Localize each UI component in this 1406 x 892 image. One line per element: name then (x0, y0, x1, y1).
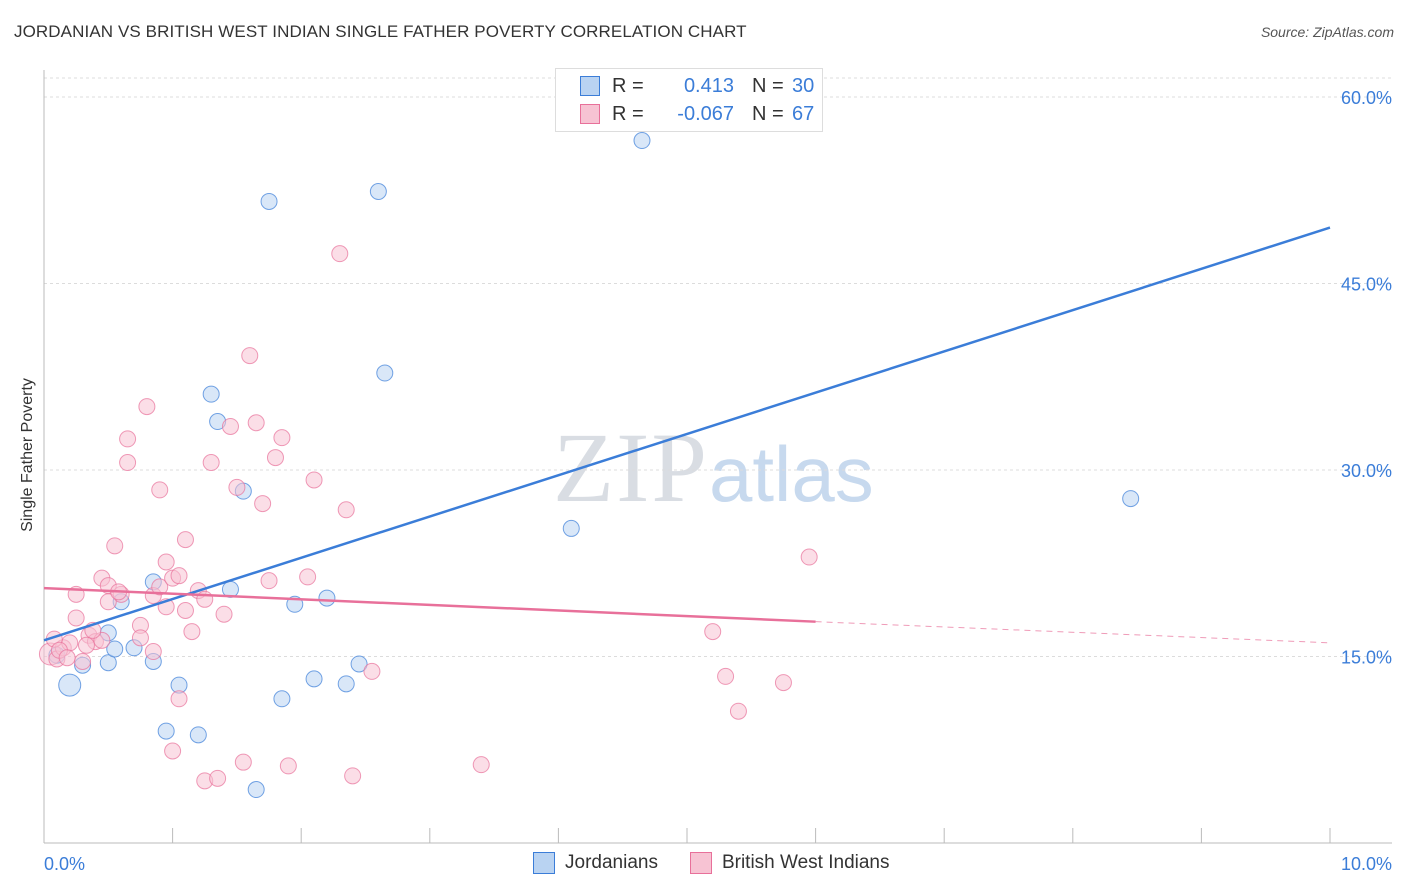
y-axis-label: Single Father Poverty (19, 378, 36, 532)
data-point-bwi (170, 567, 188, 585)
x-tick-label: 0.0% (44, 854, 85, 874)
legend-n-label: N = (752, 74, 784, 97)
data-point-bwi (170, 690, 188, 708)
chart-title: JORDANIAN VS BRITISH WEST INDIAN SINGLE … (14, 22, 747, 41)
y-tick-label: 60.0% (1341, 88, 1392, 108)
y-tick-label: 30.0% (1341, 461, 1392, 481)
data-point-bwi (704, 623, 722, 641)
data-point-bwi (164, 742, 182, 760)
data-point-jordanian (99, 654, 117, 672)
data-point-bwi (106, 537, 124, 555)
data-point-bwi (344, 767, 362, 785)
data-point-bwi (202, 454, 220, 472)
data-point-bwi (176, 601, 194, 619)
y-tick-label: 15.0% (1341, 648, 1392, 668)
data-point-jordanian (157, 722, 175, 740)
data-point-bwi (228, 478, 246, 496)
legend-n-value: 30 (792, 74, 815, 97)
legend-r-label: R = (612, 74, 644, 97)
y-tick-label: 45.0% (1341, 275, 1392, 295)
data-point-bwi (729, 702, 747, 720)
trendline-bwi-extension (815, 621, 1331, 644)
source-label[interactable]: Source: ZipAtlas.com (1260, 24, 1394, 40)
data-point-bwi (717, 667, 735, 685)
legend-item-bwi[interactable]: British West Indians (689, 852, 890, 874)
data-point-bwi (183, 623, 201, 641)
data-point-jordanian (1122, 490, 1140, 508)
data-point-jordanian (260, 192, 278, 210)
data-point-jordanian (369, 182, 387, 200)
data-point-jordanian (376, 364, 394, 382)
stats-legend: R = 0.413 N = 30 R = -0.067 N = 67 (555, 68, 823, 132)
data-point-bwi (151, 481, 169, 499)
data-point-jordanian (58, 673, 82, 697)
data-point-bwi (331, 245, 349, 263)
x-tick-label: 10.0% (1341, 854, 1392, 874)
data-point-bwi (209, 769, 227, 787)
data-point-jordanian (273, 690, 291, 708)
data-point-bwi (77, 636, 95, 654)
data-point-bwi (119, 430, 137, 448)
data-point-jordanian (305, 670, 323, 688)
trendline-jordanians (43, 226, 1331, 642)
data-point-bwi (305, 471, 323, 489)
data-point-bwi (215, 605, 233, 623)
trendline-bwi (43, 586, 816, 623)
data-point-bwi (74, 652, 92, 670)
legend-swatch-bwi (689, 852, 712, 874)
data-point-bwi (254, 495, 272, 513)
data-point-bwi (266, 449, 284, 467)
legend-row-jordanians: R = 0.413 N = 30 (580, 72, 814, 100)
data-point-jordanian (202, 385, 220, 403)
data-point-jordanian (106, 640, 124, 658)
legend-item-jordanians[interactable]: Jordanians (533, 852, 658, 874)
data-point-bwi (221, 417, 239, 435)
data-point-bwi (247, 414, 265, 432)
data-point-jordanian (189, 726, 207, 744)
legend-swatch-jordanians (533, 852, 555, 874)
legend-r-label: R = (612, 102, 644, 125)
legend-label-jordanians: Jordanians (565, 852, 658, 873)
legend-n-label: N = (752, 102, 784, 125)
watermark-atlas: atlas (709, 430, 874, 518)
data-point-bwi (241, 347, 259, 365)
data-point-bwi (299, 568, 317, 586)
data-point-jordanian (562, 519, 580, 537)
data-point-bwi (472, 756, 490, 774)
data-point-bwi (260, 572, 278, 590)
data-point-jordanian (633, 132, 651, 150)
data-point-bwi (67, 609, 85, 627)
data-point-bwi (144, 643, 162, 661)
legend-row-bwi: R = -0.067 N = 67 (580, 100, 814, 128)
series-legend: Jordanians British West Indians (533, 852, 922, 874)
data-point-jordanian (337, 675, 355, 693)
data-point-jordanian (247, 781, 265, 799)
data-point-jordanian (350, 655, 368, 673)
data-point-bwi (273, 429, 291, 447)
data-point-bwi (800, 548, 818, 566)
legend-n-value: 67 (792, 102, 815, 125)
data-point-bwi (157, 553, 175, 571)
data-point-bwi (151, 578, 169, 596)
data-point-jordanian (318, 589, 336, 607)
data-point-bwi (58, 649, 76, 667)
data-point-bwi (774, 674, 792, 692)
data-point-bwi (131, 629, 149, 647)
data-point-bwi (363, 662, 381, 680)
legend-r-value: 0.413 (683, 74, 734, 97)
data-point-bwi (119, 454, 137, 472)
data-point-bwi (234, 753, 252, 771)
legend-r-value: -0.067 (677, 102, 734, 125)
legend-label-bwi: British West Indians (721, 852, 890, 873)
legend-swatch-bwi (580, 104, 600, 124)
data-point-bwi (176, 531, 194, 549)
data-point-bwi (138, 398, 156, 416)
legend-swatch-jordanians (580, 76, 600, 96)
data-point-bwi (279, 757, 297, 775)
data-point-bwi (337, 501, 355, 519)
